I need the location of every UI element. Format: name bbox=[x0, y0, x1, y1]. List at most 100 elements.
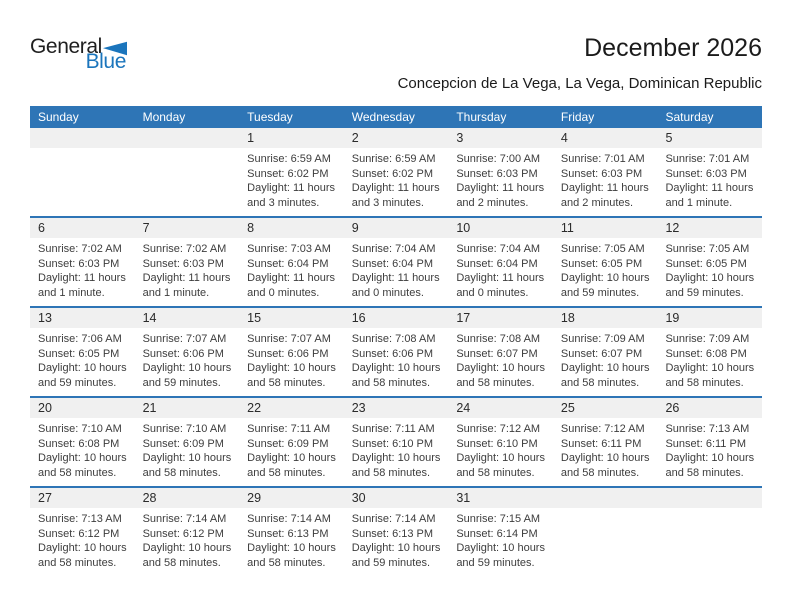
day-number: 22 bbox=[239, 398, 344, 418]
sunrise-text: Sunrise: 7:14 AM bbox=[142, 513, 227, 525]
sunset-text: Sunset: 6:04 PM bbox=[351, 257, 434, 270]
day-number: 6 bbox=[30, 218, 135, 238]
daylight-text: Daylight: 10 hours and 59 minutes. bbox=[142, 362, 232, 389]
day-details: Sunrise: 6:59 AM Sunset: 6:02 PM Daylight:… bbox=[344, 148, 449, 210]
daylight-text: Daylight: 11 hours and 1 minute. bbox=[665, 182, 754, 209]
sunrise-text: Sunrise: 7:02 AM bbox=[142, 243, 227, 255]
day-cell-24: 24 Sunrise: 7:12 AM Sunset: 6:10 PM Dayligh… bbox=[448, 398, 553, 486]
day-details: Sunrise: 7:08 AM Sunset: 6:07 PM Daylight:… bbox=[448, 328, 553, 390]
day-cell-1: 1 Sunrise: 6:59 AM Sunset: 6:02 PM Daylight… bbox=[239, 128, 344, 216]
day-cell-17: 17 Sunrise: 7:08 AM Sunset: 6:07 PM Dayligh… bbox=[448, 308, 553, 396]
day-cell-11: 11 Sunrise: 7:05 AM Sunset: 6:05 PM Dayligh… bbox=[552, 218, 658, 306]
sunset-text: Sunset: 6:14 PM bbox=[456, 527, 538, 540]
day-details: Sunrise: 7:11 AM Sunset: 6:10 PM Daylight:… bbox=[344, 418, 449, 480]
day-cell-15: 15 Sunrise: 7:07 AM Sunset: 6:06 PM Dayligh… bbox=[239, 308, 344, 396]
day-cell-14: 14 Sunrise: 7:07 AM Sunset: 6:06 PM Dayligh… bbox=[134, 308, 240, 396]
weekday-header-saturday: Saturday bbox=[665, 110, 714, 124]
day-cell-7: 7 Sunrise: 7:02 AM Sunset: 6:03 PM Daylight… bbox=[134, 218, 240, 306]
day-number: 26 bbox=[657, 398, 763, 418]
day-cell-12: 12 Sunrise: 7:05 AM Sunset: 6:05 PM Dayligh… bbox=[657, 218, 763, 306]
day-details: Sunrise: 7:07 AM Sunset: 6:06 PM Daylight:… bbox=[135, 328, 240, 390]
day-details: Sunrise: 7:09 AM Sunset: 6:07 PM Daylight:… bbox=[553, 328, 658, 390]
day-details: Sunrise: 7:03 AM Sunset: 6:04 PM Daylight:… bbox=[239, 238, 344, 300]
daylight-text: Daylight: 10 hours and 58 minutes. bbox=[38, 452, 127, 479]
daylight-text: Daylight: 10 hours and 59 minutes. bbox=[456, 542, 545, 569]
sunrise-text: Sunrise: 7:07 AM bbox=[247, 333, 331, 345]
sunrise-text: Sunrise: 7:15 AM bbox=[456, 513, 541, 525]
day-cell-9: 9 Sunrise: 7:04 AM Sunset: 6:04 PM Daylight… bbox=[343, 218, 449, 306]
day-details: Sunrise: 6:59 AM Sunset: 6:02 PM Daylight:… bbox=[239, 148, 344, 210]
sunset-text: Sunset: 6:10 PM bbox=[456, 437, 538, 450]
day-cell-23: 23 Sunrise: 7:11 AM Sunset: 6:10 PM Dayligh… bbox=[343, 398, 449, 486]
sunset-text: Sunset: 6:10 PM bbox=[351, 437, 434, 450]
sunrise-text: Sunrise: 7:09 AM bbox=[560, 333, 645, 345]
sunrise-text: Sunrise: 7:12 AM bbox=[560, 423, 645, 435]
day-details: Sunrise: 7:08 AM Sunset: 6:06 PM Daylight:… bbox=[344, 328, 449, 390]
day-number: 20 bbox=[30, 398, 135, 418]
day-details: Sunrise: 7:14 AM Sunset: 6:13 PM Daylight:… bbox=[239, 508, 344, 570]
daylight-text: Daylight: 10 hours and 59 minutes. bbox=[665, 272, 755, 299]
day-number: 16 bbox=[343, 308, 449, 328]
sunrise-text: Sunrise: 7:08 AM bbox=[351, 333, 436, 345]
daylight-text: Daylight: 11 hours and 3 minutes. bbox=[351, 182, 440, 209]
daylight-text: Daylight: 10 hours and 58 minutes. bbox=[665, 452, 755, 479]
weekday-header-tuesday: Tuesday bbox=[247, 110, 293, 124]
week-row: 20 Sunrise: 7:10 AM Sunset: 6:08 PM Dayligh… bbox=[30, 396, 763, 486]
day-number: 2 bbox=[343, 128, 449, 148]
sunrise-text: Sunrise: 7:03 AM bbox=[247, 243, 331, 255]
day-number: 7 bbox=[134, 218, 240, 238]
day-number: 28 bbox=[134, 488, 240, 508]
day-details: Sunrise: 7:06 AM Sunset: 6:05 PM Daylight:… bbox=[30, 328, 135, 390]
day-details: Sunrise: 7:02 AM Sunset: 6:03 PM Daylight:… bbox=[30, 238, 135, 300]
day-cell-16: 16 Sunrise: 7:08 AM Sunset: 6:06 PM Dayligh… bbox=[343, 308, 449, 396]
day-cell-10: 10 Sunrise: 7:04 AM Sunset: 6:04 PM Dayligh… bbox=[448, 218, 553, 306]
sunrise-text: Sunrise: 7:06 AM bbox=[38, 333, 122, 345]
daylight-text: Daylight: 10 hours and 58 minutes. bbox=[38, 542, 127, 569]
day-number: 30 bbox=[343, 488, 449, 508]
empty-cell bbox=[552, 488, 658, 576]
sunset-text: Sunset: 6:03 PM bbox=[456, 167, 538, 180]
sunset-text: Sunset: 6:06 PM bbox=[142, 347, 224, 360]
empty-cell bbox=[657, 488, 763, 576]
sunrise-text: Sunrise: 7:12 AM bbox=[456, 423, 541, 435]
sunset-text: Sunset: 6:03 PM bbox=[560, 167, 643, 180]
daylight-text: Daylight: 11 hours and 0 minutes. bbox=[247, 272, 336, 299]
daylight-text: Daylight: 10 hours and 58 minutes. bbox=[247, 452, 336, 479]
week-row: 6 Sunrise: 7:02 AM Sunset: 6:03 PM Daylight… bbox=[30, 216, 763, 306]
weekday-header-sunday: Sunday bbox=[38, 110, 79, 124]
day-cell-20: 20 Sunrise: 7:10 AM Sunset: 6:08 PM Dayligh… bbox=[30, 398, 135, 486]
sunset-text: Sunset: 6:08 PM bbox=[665, 347, 747, 360]
sunset-text: Sunset: 6:05 PM bbox=[560, 257, 643, 270]
day-details: Sunrise: 7:09 AM Sunset: 6:08 PM Daylight:… bbox=[657, 328, 762, 390]
day-cell-19: 19 Sunrise: 7:09 AM Sunset: 6:08 PM Dayligh… bbox=[657, 308, 763, 396]
day-details: Sunrise: 7:12 AM Sunset: 6:10 PM Daylight:… bbox=[448, 418, 553, 480]
daylight-text: Daylight: 10 hours and 58 minutes. bbox=[351, 362, 441, 389]
day-cell-3: 3 Sunrise: 7:00 AM Sunset: 6:03 PM Daylight… bbox=[448, 128, 553, 216]
day-cell-25: 25 Sunrise: 7:12 AM Sunset: 6:11 PM Dayligh… bbox=[552, 398, 658, 486]
daylight-text: Daylight: 11 hours and 1 minute. bbox=[38, 272, 126, 299]
sunset-text: Sunset: 6:03 PM bbox=[142, 257, 224, 270]
sunset-text: Sunset: 6:04 PM bbox=[247, 257, 329, 270]
daylight-text: Daylight: 10 hours and 58 minutes. bbox=[247, 362, 336, 389]
sunrise-text: Sunrise: 7:05 AM bbox=[665, 243, 750, 255]
day-details: Sunrise: 7:10 AM Sunset: 6:09 PM Daylight:… bbox=[135, 418, 240, 480]
day-cell-30: 30 Sunrise: 7:14 AM Sunset: 6:13 PM Dayligh… bbox=[343, 488, 449, 576]
daylight-text: Daylight: 10 hours and 58 minutes. bbox=[665, 362, 755, 389]
day-number: 4 bbox=[552, 128, 658, 148]
day-number: 29 bbox=[239, 488, 344, 508]
day-details: Sunrise: 7:07 AM Sunset: 6:06 PM Daylight:… bbox=[239, 328, 344, 390]
day-cell-29: 29 Sunrise: 7:14 AM Sunset: 6:13 PM Dayligh… bbox=[239, 488, 344, 576]
empty-cell bbox=[134, 128, 240, 216]
sunrise-text: Sunrise: 7:11 AM bbox=[351, 423, 435, 435]
week-row: 27 Sunrise: 7:13 AM Sunset: 6:12 PM Dayligh… bbox=[30, 486, 763, 576]
sunrise-text: Sunrise: 7:11 AM bbox=[247, 423, 331, 435]
logo-text-general: General bbox=[30, 35, 102, 58]
day-details: Sunrise: 7:14 AM Sunset: 6:12 PM Daylight:… bbox=[135, 508, 240, 570]
day-cell-27: 27 Sunrise: 7:13 AM Sunset: 6:12 PM Dayligh… bbox=[30, 488, 135, 576]
day-details: Sunrise: 7:05 AM Sunset: 6:05 PM Daylight:… bbox=[553, 238, 658, 300]
sunset-text: Sunset: 6:05 PM bbox=[38, 347, 120, 360]
day-details: Sunrise: 7:13 AM Sunset: 6:11 PM Daylight:… bbox=[657, 418, 762, 480]
daylight-text: Daylight: 11 hours and 0 minutes. bbox=[456, 272, 545, 299]
sunrise-text: Sunrise: 7:07 AM bbox=[142, 333, 227, 345]
